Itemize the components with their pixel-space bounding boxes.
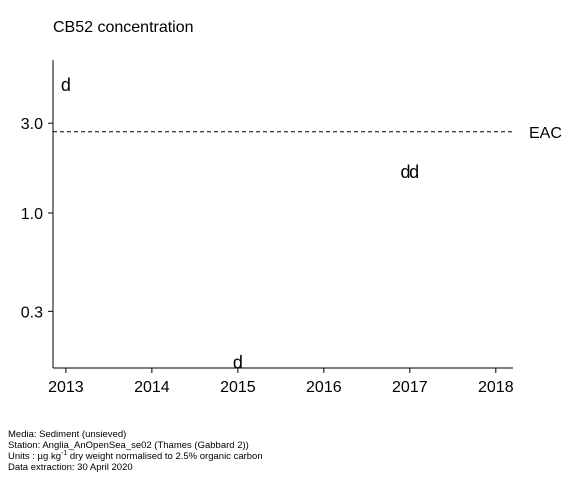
y-tick-label-3.0: 3.0 — [21, 116, 43, 133]
footer-station: Station: Anglia_AnOpenSea_se02 (Thames (… — [8, 440, 249, 451]
x-tick-label-2013: 2013 — [48, 379, 84, 396]
y-tick-label-0.3: 0.3 — [21, 304, 43, 321]
footer-units-prefix: Units : µg kg — [8, 451, 61, 462]
x-tick-label-2016: 2016 — [306, 379, 342, 396]
footer-media: Media: Sediment (unsieved) — [8, 429, 127, 440]
footer-units: Units : µg kg-1 dry weight normalised to… — [8, 449, 263, 462]
footer-units-suffix: dry weight normalised to 2.5% organic ca… — [67, 451, 263, 462]
x-tick-label-2017: 2017 — [392, 379, 428, 396]
data-point-4: d — [409, 162, 419, 182]
y-tick-label-1.0: 1.0 — [21, 206, 43, 223]
x-tick-label-2015: 2015 — [220, 379, 256, 396]
data-point-2: d — [233, 353, 243, 373]
x-tick-label-2018: 2018 — [478, 379, 514, 396]
footer-extraction: Data extraction: 30 April 2020 — [8, 462, 133, 473]
footer-units-exponent: -1 — [61, 449, 68, 457]
chart-footer: Media: Sediment (unsieved) Station: Angl… — [8, 429, 263, 473]
x-tick-label-2014: 2014 — [134, 379, 170, 396]
data-point-1: d — [61, 75, 71, 95]
chart-title: CB52 concentration — [53, 19, 194, 36]
data-point-3: d — [401, 162, 411, 182]
reference-line-label-eac: EAC — [529, 125, 562, 142]
